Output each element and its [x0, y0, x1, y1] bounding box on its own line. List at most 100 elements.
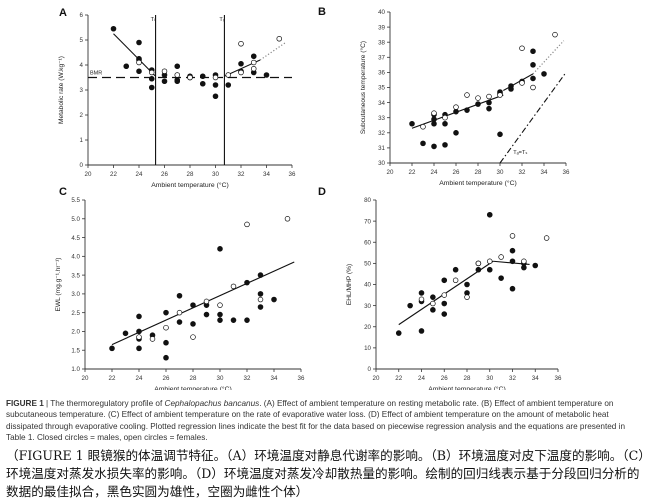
point-female-d — [498, 254, 504, 260]
point-female-d — [475, 260, 482, 267]
point-female-b — [497, 92, 503, 98]
point-male-b — [442, 120, 448, 127]
point-male-c — [122, 330, 129, 337]
point-male-b — [530, 62, 536, 68]
point-female-d — [441, 292, 448, 298]
x-tick-label-a: 22 — [110, 171, 117, 178]
panel-letter-d: D — [318, 186, 326, 198]
point-male-d — [441, 311, 448, 317]
point-male-d — [509, 285, 516, 292]
point-female-c — [230, 283, 237, 290]
point-female-a — [251, 65, 257, 72]
point-male-c — [163, 309, 169, 316]
point-male-c — [257, 272, 264, 278]
point-female-c — [217, 302, 223, 308]
point-female-b — [420, 124, 426, 130]
y-tick-label-b: 36 — [378, 70, 385, 77]
y-tick-label-a: 6 — [80, 12, 84, 19]
point-male-a — [148, 75, 155, 82]
point-male-c — [203, 311, 210, 318]
point-male-a — [212, 93, 219, 100]
point-male-d — [418, 290, 425, 296]
y-tick-label-a: 2 — [80, 112, 84, 119]
x-tick-label-b: 20 — [387, 169, 394, 176]
x-tick-label-d: 24 — [418, 375, 425, 382]
y-tick-label-b: 37 — [378, 55, 385, 62]
point-male-c — [190, 302, 196, 308]
point-male-a — [199, 80, 206, 87]
x-tick-label-b: 32 — [519, 169, 526, 176]
point-male-d — [509, 247, 516, 254]
x-tick-label-c: 22 — [109, 375, 116, 382]
y-tick-label-d: 30 — [364, 303, 371, 310]
y-tick-label-a: 3 — [80, 87, 84, 94]
x-tick-label-c: 24 — [136, 375, 143, 382]
point-female-d — [487, 258, 493, 265]
point-female-d — [430, 300, 436, 307]
point-male-d — [498, 275, 504, 281]
y-tick-label-a: 0 — [80, 162, 84, 169]
point-male-d — [509, 258, 516, 265]
point-male-a — [250, 53, 257, 60]
x-tick-label-d: 34 — [532, 375, 539, 382]
point-male-b — [530, 75, 536, 82]
panel-letter-b: B — [318, 6, 326, 18]
y-tick-label-d: 70 — [364, 218, 371, 225]
point-female-a — [161, 68, 168, 74]
x-tick-label-d: 30 — [486, 375, 493, 382]
point-male-b — [475, 101, 481, 107]
threshold-label-1: Tᵤ — [219, 17, 225, 23]
point-male-c — [230, 317, 237, 323]
point-male-c — [109, 345, 115, 352]
point-male-c — [217, 317, 223, 323]
x-tick-label-a: 26 — [161, 171, 168, 178]
point-male-a — [238, 60, 244, 67]
y-tick-label-b: 40 — [378, 9, 385, 16]
point-male-b — [420, 140, 426, 147]
point-female-a — [238, 69, 244, 76]
point-male-b — [453, 108, 459, 115]
x-axis-label-b: Ambient temperature (°C) — [439, 179, 517, 187]
point-female-b — [453, 104, 459, 110]
y-tick-label-c: 3.5 — [71, 272, 80, 279]
chart-d: D 20 22 24 26 28 30 32 34 36 0 10 20 30 40 50 60 70 80 Ambi… — [318, 186, 562, 390]
point-male-d — [486, 211, 493, 218]
regression-line-a-0 — [113, 33, 156, 77]
y-axis-label-d: EHL/MHP (%) — [346, 264, 353, 305]
point-male-d — [452, 266, 459, 273]
caption-rest: . (A) Effect of ambient temperature on r… — [6, 399, 625, 443]
y-tick-label-a: 1 — [80, 137, 84, 144]
panel-letter-a: A — [59, 7, 67, 19]
point-male-b — [453, 130, 459, 136]
x-tick-label-a: 24 — [136, 171, 143, 178]
point-male-a — [123, 63, 130, 70]
y-tick-label-a: 4 — [80, 62, 84, 69]
point-male-c — [217, 311, 223, 318]
x-tick-label-c: 34 — [271, 375, 278, 382]
y-tick-label-c: 5.5 — [71, 197, 80, 204]
x-tick-label-c: 30 — [217, 375, 224, 382]
point-male-c — [257, 291, 264, 297]
point-male-c — [271, 296, 277, 303]
y-tick-label-b: 38 — [378, 39, 385, 46]
figure-caption-cn: （FIGURE 1 眼镜猴的体温调节特征。（A）环境温度对静息代谢率的影响。（B… — [6, 448, 645, 499]
point-male-b — [497, 131, 503, 138]
point-female-d — [509, 233, 516, 239]
point-female-d — [543, 235, 550, 241]
chart-b: B 20 22 24 26 28 30 32 34 36 30 31 32 33 34 35 36 37 38 39 4… — [318, 6, 570, 187]
figure-caption-en: FIGURE 1 | The thermoregulatory profile … — [6, 398, 646, 444]
point-male-c — [136, 345, 142, 352]
x-tick-label-a: 30 — [212, 171, 219, 178]
x-tick-label-c: 20 — [82, 375, 89, 382]
point-male-d — [486, 266, 493, 273]
x-axis-label-a: Ambient temperature (°C) — [151, 181, 229, 189]
point-female-c — [244, 221, 250, 228]
y-tick-label-c: 1.0 — [71, 366, 80, 373]
threshold-label-0: Tₗ — [151, 17, 155, 23]
point-male-d — [418, 328, 425, 334]
x-tick-label-c: 28 — [190, 375, 197, 382]
y-axis-label-c: EWL (mg.g⁻¹.hr⁻¹) — [55, 258, 62, 312]
caption-lead: The thermoregulatory profile of — [50, 399, 165, 408]
point-male-c — [163, 354, 169, 361]
